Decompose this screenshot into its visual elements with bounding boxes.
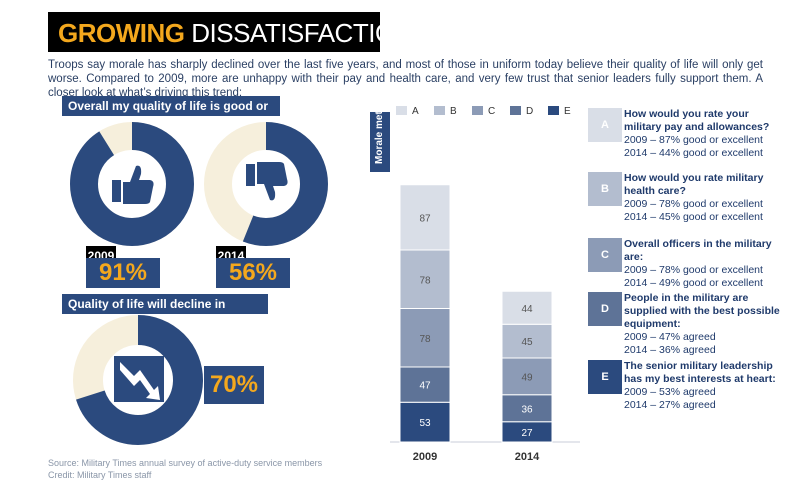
question-prompt: The senior military leadership has my be… — [624, 360, 776, 385]
donut-decline-value-arc — [73, 315, 203, 445]
question-result-2009: 2009 – 78% good or excellent — [624, 198, 763, 210]
bar-label-2009-c: 78 — [419, 334, 431, 345]
question-result-2009: 2009 – 78% good or excellent — [624, 264, 763, 276]
title-banner: GROWING DISSATISFACTION — [48, 12, 413, 52]
bar-label-2014-a: 44 — [521, 304, 533, 315]
bar-label-2014-b: 45 — [521, 337, 533, 348]
donut-decline — [73, 315, 203, 445]
bar-2014-c — [501, 357, 553, 396]
question-result-2009: 2009 – 47% agreed — [624, 331, 716, 343]
question-result-2009: 2009 – 53% agreed — [624, 386, 716, 398]
question-prompt: People in the military are supplied with… — [624, 292, 780, 330]
quality-header: Overall my quality of life is good or ex… — [62, 96, 280, 133]
bar-label-2009-d: 47 — [419, 381, 431, 392]
category-label-2014: 2014 — [515, 451, 540, 463]
title-part1: GROWING — [58, 18, 185, 48]
question-prompt: Overall officers in the military are: — [624, 238, 772, 263]
question-letter-e: E — [588, 360, 622, 394]
donut-2014 — [204, 122, 328, 246]
legend-swatch-c — [472, 106, 483, 115]
legend-label-e: E — [564, 106, 571, 117]
question-text-c: Overall officers in the military are: 200… — [624, 238, 788, 290]
credit-note: Credit: Military Times staff — [48, 470, 152, 480]
question-result-2009: 2009 – 87% good or excellent — [624, 134, 763, 146]
question-result-2014: 2014 – 27% agreed — [624, 399, 716, 411]
bar-2009-c — [399, 308, 451, 368]
bar-2009-d — [399, 366, 451, 403]
intro-paragraph: Troops say morale has sharply declined o… — [48, 59, 763, 99]
bar-label-2009-a: 87 — [419, 213, 431, 224]
question-prompt: How would you rate your military pay and… — [624, 108, 770, 133]
source-note: Source: Military Times annual survey of … — [48, 458, 323, 468]
legend-label-d: D — [526, 106, 533, 117]
question-text-e: The senior military leadership has my be… — [624, 360, 788, 412]
bar-2014-a — [501, 290, 553, 325]
bar-2009-b — [399, 249, 451, 309]
question-result-2014: 2014 – 36% agreed — [624, 344, 716, 356]
morale-meter-label: Morale meter — [370, 102, 390, 172]
question-letter-d: D — [588, 292, 622, 326]
question-list: A How would you rate your military pay an… — [588, 108, 788, 428]
question-text-b: How would you rate military health care?… — [624, 172, 788, 224]
bar-2014-d — [501, 394, 553, 423]
category-label-2009: 2009 — [413, 451, 437, 463]
question-letter-b: B — [588, 172, 622, 206]
bar-label-2014-e: 27 — [521, 428, 533, 439]
legend-label-c: C — [488, 106, 495, 117]
morale-stacked-bar-chart: A B C D E 53 47 78 78 87 2009 27 36 49 45 44 2014 — [390, 106, 580, 463]
question-letter-c: C — [588, 238, 622, 272]
legend-swatch-d — [510, 106, 521, 115]
pct-box-decline: 70% — [204, 366, 264, 404]
donut-2014-value-arc — [204, 122, 328, 246]
question-result-2014: 2014 – 49% good or excellent — [624, 277, 763, 289]
donut-2009-value-arc — [70, 122, 194, 246]
pct-box-2009: 91% — [86, 258, 160, 288]
legend-swatch-a — [396, 106, 407, 115]
bar-2009-a — [399, 184, 451, 251]
question-letter-a: A — [588, 108, 622, 142]
down-trend-arrow-icon — [114, 356, 164, 402]
legend-label-a: A — [412, 106, 419, 117]
bar-label-2009-b: 78 — [419, 275, 431, 286]
thumbs-up-icon — [112, 165, 154, 204]
question-text-a: How would you rate your military pay and… — [624, 108, 788, 160]
legend-label-b: B — [450, 106, 457, 117]
legend-swatch-b — [434, 106, 445, 115]
bar-label-2014-d: 36 — [521, 404, 533, 415]
thumbs-down-icon — [246, 162, 288, 201]
donut-2009 — [70, 122, 194, 246]
bar-label-2009-e: 53 — [419, 418, 431, 429]
legend-swatch-e — [548, 106, 559, 115]
morale-meter-text: Morale meter — [374, 101, 385, 164]
question-prompt: How would you rate military health care? — [624, 172, 764, 197]
title-part2: DISSATISFACTION — [184, 18, 413, 48]
pct-box-2014: 56% — [216, 258, 290, 288]
bar-label-2014-c: 49 — [521, 372, 533, 383]
question-result-2014: 2014 – 45% good or excellent — [624, 211, 763, 223]
bar-2009-e — [399, 401, 451, 443]
question-result-2014: 2014 – 44% good or excellent — [624, 147, 763, 159]
question-text-d: People in the military are supplied with… — [624, 292, 788, 357]
